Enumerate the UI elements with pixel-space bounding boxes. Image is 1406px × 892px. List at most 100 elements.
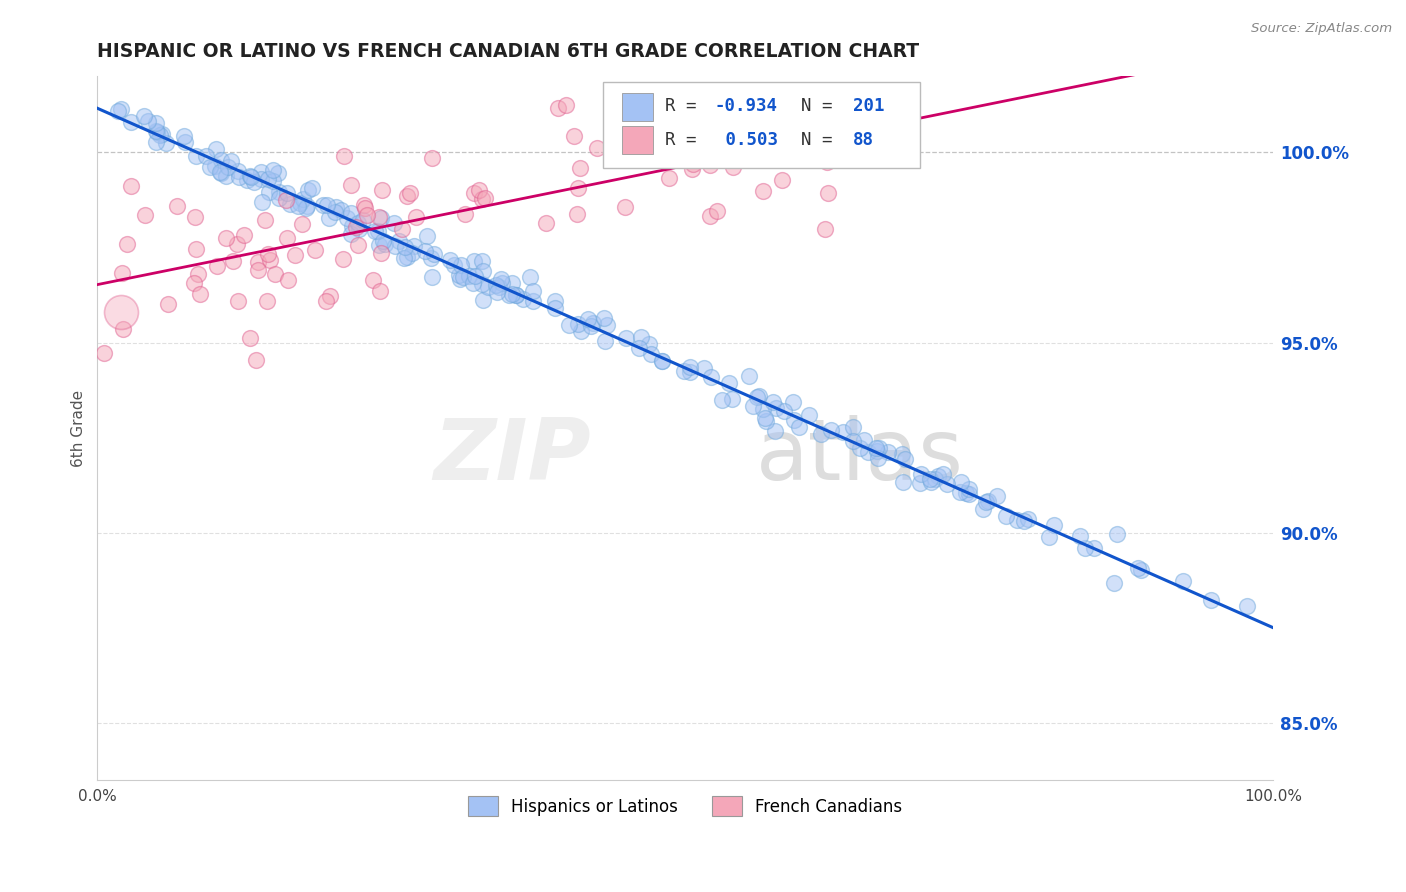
Point (226, 293, 249, 308)
Point (323, 205, 346, 219)
Point (217, 160, 239, 174)
Point (472, 293, 495, 308)
Point (150, 128, 173, 142)
Point (519, 269, 541, 284)
Point (361, 272, 384, 286)
Point (239, 169, 262, 183)
Point (332, 252, 354, 266)
Point (256, 171, 278, 186)
Point (367, 224, 389, 238)
Point (748, 389, 770, 403)
Point (329, 202, 352, 217)
Point (650, 121, 672, 136)
Point (955, 486, 977, 500)
Point (449, 272, 471, 286)
Point (364, 224, 387, 238)
Point (347, 222, 370, 236)
Point (339, 206, 361, 220)
Point (110, 305, 132, 319)
Point (828, 92, 851, 106)
Point (1043, 517, 1066, 532)
Point (544, 301, 567, 315)
Point (404, 239, 426, 253)
Point (567, 317, 589, 331)
Point (994, 508, 1017, 523)
Point (347, 216, 370, 230)
Point (368, 237, 391, 252)
Point (107, 104, 129, 119)
Point (891, 475, 914, 490)
Point (353, 198, 375, 212)
Point (382, 216, 405, 230)
Point (259, 252, 281, 267)
Point (368, 210, 391, 224)
Text: R =: R = (665, 97, 707, 115)
Point (893, 452, 915, 467)
Point (762, 394, 785, 409)
Point (395, 250, 418, 264)
Point (443, 258, 465, 272)
Point (485, 277, 508, 292)
Point (120, 114, 142, 128)
Point (565, 207, 588, 221)
Point (316, 197, 339, 211)
Point (295, 202, 318, 216)
Point (876, 445, 898, 459)
Point (374, 236, 396, 251)
Text: R =: R = (665, 130, 707, 149)
Point (474, 191, 496, 205)
Point (849, 442, 872, 456)
Point (765, 424, 787, 438)
Point (288, 195, 311, 210)
Point (209, 166, 232, 180)
Point (755, 414, 778, 428)
Point (856, 445, 879, 459)
Point (810, 426, 832, 441)
Point (297, 182, 319, 196)
Point (918, 472, 941, 486)
Point (304, 244, 326, 258)
Point (865, 442, 887, 456)
Point (468, 183, 491, 197)
Point (910, 467, 932, 481)
Text: atlas: atlas (755, 415, 963, 498)
Point (156, 297, 179, 311)
Point (783, 413, 806, 427)
Point (868, 441, 890, 455)
Point (747, 390, 769, 404)
Point (315, 294, 337, 309)
Point (658, 171, 681, 186)
Point (173, 128, 195, 143)
Point (291, 192, 314, 206)
Point (866, 451, 889, 466)
Point (419, 251, 441, 265)
Point (134, 208, 156, 222)
Point (198, 160, 221, 174)
Point (679, 365, 702, 379)
Point (250, 194, 273, 209)
Text: 88: 88 (853, 130, 875, 149)
Point (664, 100, 686, 114)
Point (949, 475, 972, 490)
Point (754, 410, 776, 425)
Point (614, 331, 637, 345)
Point (166, 199, 188, 213)
Point (370, 246, 392, 260)
Point (471, 264, 494, 278)
Point (488, 280, 510, 294)
Point (741, 399, 763, 413)
Point (920, 475, 942, 490)
Point (449, 268, 471, 282)
Point (505, 288, 527, 302)
Point (134, 109, 156, 123)
Point (208, 165, 231, 179)
Point (239, 169, 262, 184)
Point (253, 212, 276, 227)
Point (415, 244, 437, 259)
Text: 201: 201 (853, 97, 884, 115)
Point (155, 136, 177, 150)
Point (344, 219, 367, 234)
Point (401, 246, 423, 260)
Point (738, 369, 761, 384)
Text: HISPANIC OR LATINO VS FRENCH CANADIAN 6TH GRADE CORRELATION CHART: HISPANIC OR LATINO VS FRENCH CANADIAN 6T… (97, 42, 920, 61)
